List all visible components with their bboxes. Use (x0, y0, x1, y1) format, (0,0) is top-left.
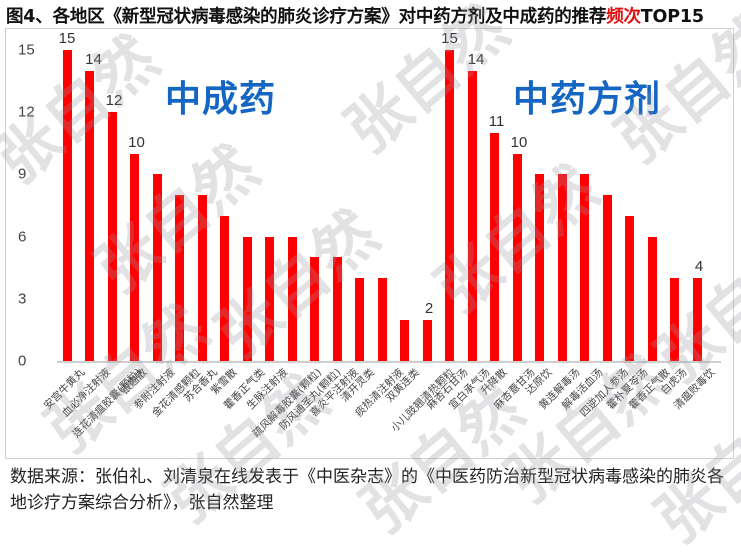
bar (107, 112, 117, 361)
bar (580, 174, 589, 361)
bar (355, 278, 364, 361)
bar (467, 70, 477, 361)
bar (265, 236, 274, 361)
data-label: 14 (85, 50, 102, 68)
bar (400, 319, 409, 361)
bar (242, 236, 252, 361)
bar (445, 50, 454, 361)
data-label: 10 (128, 133, 145, 151)
y-tick-label: 15 (18, 41, 35, 59)
bar (287, 236, 297, 361)
bar (62, 50, 72, 361)
bar (647, 236, 657, 361)
data-label: 11 (488, 112, 505, 130)
source-note: 数据来源：张伯礼、刘清泉在线发表于《中医杂志》的《中医药防治新型冠状病毒感染的肺… (10, 467, 724, 513)
x-axis-line (57, 361, 721, 363)
bar (152, 174, 162, 361)
bar (490, 132, 499, 361)
bar (557, 174, 567, 361)
bar (377, 278, 387, 361)
data-label: 14 (467, 50, 485, 68)
y-tick-label: 0 (18, 352, 27, 370)
data-label: 10 (510, 133, 528, 151)
y-tick-label: 3 (18, 290, 27, 308)
bar (220, 215, 229, 361)
chart-frame (5, 28, 734, 459)
chart-title: 图4、各地区《新型冠状病毒感染的肺炎诊疗方案》对中药方剂及中成药的推荐频次TOP… (6, 3, 704, 28)
title-text: 图4、各地区《新型冠状病毒感染的肺炎诊疗方案》对中药方剂及中成药的推荐 (6, 7, 607, 27)
data-label: 4 (694, 258, 704, 276)
y-tick-label: 12 (18, 103, 35, 121)
data-label: 15 (58, 30, 76, 47)
bar (422, 319, 432, 361)
data-label: 15 (441, 30, 458, 47)
bar (535, 174, 544, 361)
title-highlight: 频次 (606, 7, 641, 27)
bar (85, 70, 94, 361)
data-label: 12 (105, 92, 123, 110)
bar (310, 257, 319, 361)
bar (670, 278, 679, 361)
bar (130, 153, 139, 361)
bar (602, 195, 612, 361)
y-tick-label: 6 (18, 228, 27, 246)
bar (512, 153, 522, 361)
bar (625, 215, 634, 361)
y-tick-label: 9 (18, 165, 27, 183)
bar (692, 278, 702, 361)
panel-title-prescriptions: 中药方剂 (513, 79, 662, 120)
bar (332, 257, 342, 361)
data-label: 2 (424, 299, 434, 317)
bar (197, 195, 207, 361)
panel-title-patent-medicine: 中成药 (165, 79, 277, 120)
bar (175, 195, 184, 361)
title-suffix: TOP15 (640, 7, 704, 27)
